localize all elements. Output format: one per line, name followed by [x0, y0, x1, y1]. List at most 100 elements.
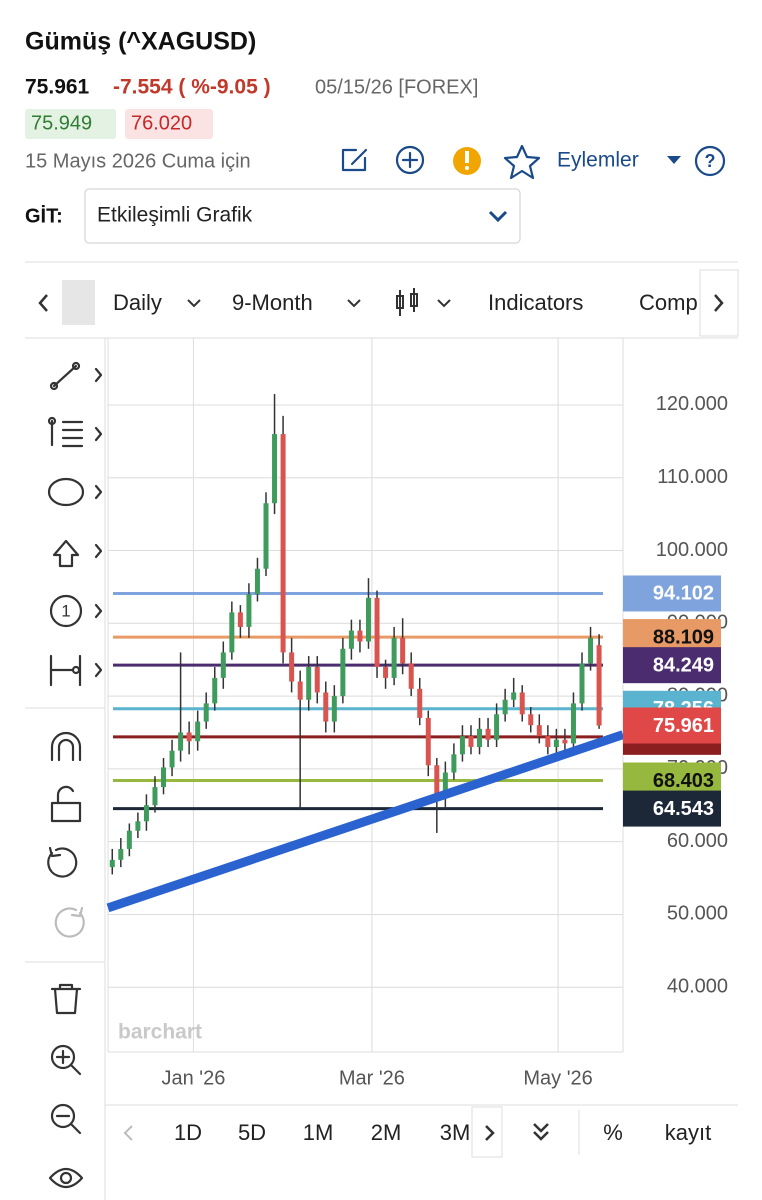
candle-body	[272, 434, 278, 504]
percent-toggle[interactable]: %	[603, 1120, 623, 1145]
x-tick-label: May '26	[523, 1067, 592, 1089]
actions-menu[interactable]: Eylemler	[557, 149, 639, 172]
candle-body	[553, 739, 559, 748]
candle-body	[195, 721, 201, 742]
candle-body	[400, 637, 406, 664]
candle-body	[340, 648, 346, 697]
magnet-tool[interactable]	[50, 731, 82, 762]
last-price: 75.961	[25, 76, 90, 99]
candle-body	[306, 666, 312, 700]
candle-body	[280, 434, 286, 653]
text-tool[interactable]: 1	[49, 594, 103, 628]
arrow-tool[interactable]	[52, 539, 103, 568]
candle-body	[357, 630, 363, 642]
candle-body	[246, 594, 252, 627]
candle-body	[237, 612, 243, 627]
candle-body	[212, 677, 218, 704]
toolbar-left[interactable]	[38, 294, 48, 312]
actions-caret	[667, 156, 681, 164]
period-menu[interactable]: 9-Month	[232, 290, 313, 315]
save-button[interactable]: kayıt	[665, 1120, 711, 1145]
range-buttons: 1D 5D 1M 2M 3M	[174, 1120, 470, 1145]
delete-tool[interactable]	[50, 983, 82, 1015]
candle-body	[314, 666, 320, 693]
candle-body	[161, 767, 167, 788]
price-tag	[623, 575, 721, 612]
price-tag	[623, 790, 721, 827]
svg-text:?: ?	[705, 151, 716, 171]
alert-icon[interactable]	[453, 147, 481, 175]
candle-body	[545, 736, 551, 748]
quote-title: Gümüş (^XAGUSD)	[25, 28, 256, 56]
candle-body	[442, 772, 448, 798]
y-tick-label: 120.000	[656, 393, 728, 415]
candle-body	[383, 666, 389, 678]
bid: 75.949	[31, 112, 92, 134]
expand-button[interactable]	[533, 1123, 549, 1141]
y-tick-label: 60.000	[667, 830, 728, 852]
undo-tool[interactable]	[47, 846, 78, 878]
candle-body	[459, 736, 465, 755]
edit-icon[interactable]	[341, 148, 368, 172]
candle-body	[425, 717, 431, 766]
measure-tool[interactable]	[49, 654, 103, 687]
go-label: GİT:	[25, 204, 63, 227]
price-tag-label: 94.102	[653, 583, 714, 605]
chart-select[interactable]	[84, 188, 521, 244]
candle-body	[588, 637, 594, 664]
chart-style-menu[interactable]	[396, 288, 451, 316]
star-icon[interactable]	[503, 144, 541, 180]
candle-body	[536, 725, 542, 737]
range-button[interactable]: 3M	[440, 1120, 471, 1145]
price-tag-label: 68.403	[653, 770, 714, 792]
candle-body	[365, 597, 371, 642]
toolbar-right-arrow	[714, 294, 724, 312]
fib-tool[interactable]	[47, 416, 103, 448]
candle-body	[143, 805, 149, 822]
zoom-in-tool[interactable]	[50, 1044, 82, 1076]
line-tool[interactable]	[49, 361, 103, 391]
indicators-menu[interactable]: Indicators	[488, 290, 583, 315]
candle-body	[169, 750, 175, 768]
candle-body	[289, 652, 295, 682]
interval-menu[interactable]: Daily	[113, 290, 162, 315]
candle-body	[118, 848, 124, 860]
shape-tool[interactable]	[47, 477, 103, 507]
candle-body	[485, 728, 491, 740]
footer-left[interactable]	[123, 1125, 133, 1141]
caret	[187, 299, 201, 308]
range-button[interactable]: 2M	[371, 1120, 402, 1145]
price-change: -7.554 ( %-9.05 )	[113, 76, 271, 99]
compare-menu[interactable]: Comp	[639, 290, 698, 315]
price-tag	[623, 647, 721, 684]
svg-text:1: 1	[61, 601, 70, 620]
candle-body	[126, 830, 132, 849]
add-icon[interactable]	[395, 145, 425, 175]
candle-body	[451, 754, 457, 773]
candle-body	[562, 739, 568, 744]
candle-body	[186, 732, 192, 742]
candle-body	[331, 696, 337, 722]
candle-body	[178, 732, 184, 751]
range-button[interactable]: 1M	[303, 1120, 334, 1145]
candle-body	[152, 787, 158, 806]
footer-right[interactable]	[471, 1106, 503, 1158]
zoom-out-tool[interactable]	[50, 1103, 82, 1135]
caret	[347, 299, 361, 308]
price-tag	[623, 707, 721, 744]
help-icon[interactable]: ?	[694, 145, 726, 177]
candle-body	[408, 663, 414, 689]
candle-body	[220, 652, 226, 678]
price-tag-label: 64.543	[653, 798, 714, 820]
y-tick-label: 110.000	[657, 466, 728, 488]
redo-tool[interactable]	[54, 906, 85, 938]
candle-body	[374, 597, 380, 667]
lock-tool[interactable]	[50, 785, 82, 823]
range-button[interactable]: 1D	[174, 1120, 202, 1145]
range-button[interactable]: 5D	[238, 1120, 266, 1145]
visibility-tool[interactable]	[48, 1167, 84, 1189]
toolbar-right[interactable]	[699, 269, 739, 337]
y-tick-label: 100.000	[656, 539, 728, 561]
